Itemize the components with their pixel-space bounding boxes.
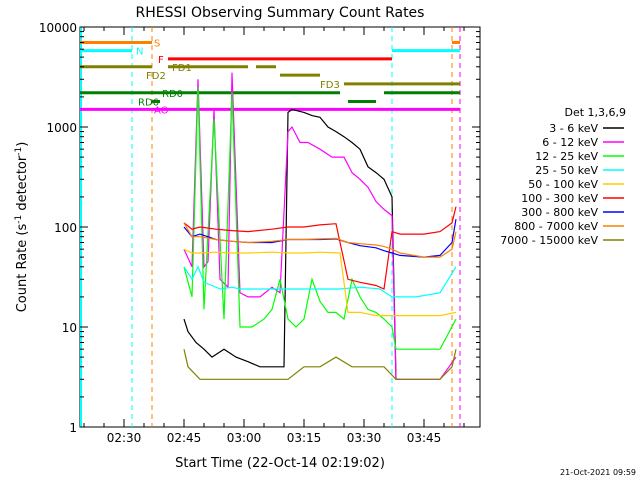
- y-axis-label-sup2: -1: [14, 147, 24, 156]
- y-tick-label: 10: [62, 321, 77, 335]
- x-axis: 02:30 02:45 03:00 03:15 03:30 03:45: [83, 27, 465, 445]
- legend-item-label: 100 - 300 keV: [521, 192, 598, 205]
- x-tick-label: 02:45: [167, 431, 202, 445]
- legend-item-label: 6 - 12 keV: [542, 136, 598, 149]
- legend-item-label: 50 - 100 keV: [528, 178, 598, 191]
- x-tick-label: 03:45: [407, 431, 442, 445]
- state-label-n: N: [136, 47, 143, 58]
- series-line-3: [183, 265, 457, 298]
- y-axis-label-suffix: ): [15, 142, 30, 147]
- state-label-fd1: FD1: [172, 63, 192, 74]
- state-label-fd3: FD3: [320, 80, 340, 91]
- series-line-4: [183, 248, 457, 317]
- series-line-7: [183, 222, 457, 258]
- legend-item-label: 7000 - 15000 keV: [500, 234, 598, 247]
- series-line-5: [183, 206, 457, 290]
- legend-item-label: 800 - 7000 keV: [514, 220, 598, 233]
- legend-item-label: 25 - 50 keV: [535, 164, 598, 177]
- x-tick-label: 02:30: [107, 431, 142, 445]
- state-label-f: F: [158, 55, 164, 66]
- y-axis: 1 10 100 1000 10000: [39, 21, 480, 435]
- x-tick-label: 03:30: [347, 431, 382, 445]
- y-axis-label-sup1: -1: [14, 215, 24, 224]
- state-label-s: S: [154, 38, 160, 49]
- footer-date: 21-Oct-2021 09:59: [560, 468, 636, 477]
- y-tick-label: 1000: [46, 121, 77, 135]
- series-line-1: [183, 72, 457, 380]
- y-tick-label: 100: [54, 221, 77, 235]
- state-label-ao: AO: [154, 105, 169, 116]
- legend-item-label: 12 - 25 keV: [535, 150, 598, 163]
- chart-title: RHESSI Observing Summary Count Rates: [136, 5, 425, 21]
- x-tick-label: 03:15: [287, 431, 322, 445]
- series-line-0: [183, 108, 400, 380]
- legend-title: Det 1,3,6,9: [564, 106, 626, 119]
- series-line-2: [183, 87, 457, 350]
- legend-item-label: 3 - 6 keV: [549, 122, 598, 135]
- y-axis-label-prefix: Count Rate (s: [15, 224, 30, 313]
- y-tick-label: 1: [69, 421, 77, 435]
- state-label-rd0: RD0: [162, 89, 183, 100]
- state-label-fd2: FD2: [146, 71, 166, 82]
- legend-item-label: 300 - 800 keV: [521, 206, 598, 219]
- state-label-rd6: RD6: [138, 97, 159, 108]
- x-axis-label: Start Time (22-Oct-14 02:19:02): [175, 456, 385, 471]
- y-axis-label: Count Rate (s-1 detector-1): [14, 142, 30, 313]
- x-tick-label: 03:00: [227, 431, 262, 445]
- y-axis-label-mid: detector: [15, 155, 30, 215]
- y-tick-label: 10000: [39, 21, 77, 35]
- series-line-8: [183, 349, 457, 380]
